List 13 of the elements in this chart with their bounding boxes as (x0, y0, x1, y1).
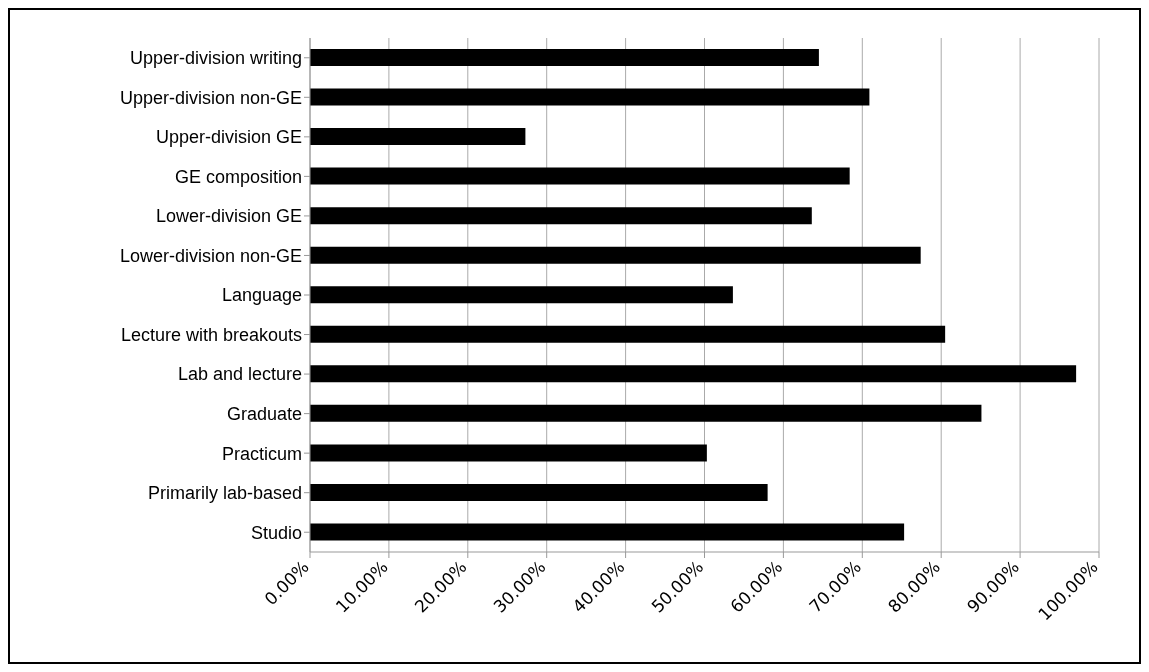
y-tick-label: Studio (250, 522, 302, 543)
y-tick-label: Lecture with breakouts (120, 324, 302, 345)
y-tick-label: Practicum (221, 443, 302, 464)
y-tick-label: Primarily lab-based (147, 483, 302, 504)
y-tick-label: Upper-division GE (155, 127, 302, 148)
y-tick-label: Language (221, 285, 302, 306)
y-tick-label: Graduate (226, 404, 302, 425)
y-tick-label: GE composition (174, 166, 302, 187)
y-tick-label: Upper-division writing (129, 48, 302, 69)
y-tick-label: Lower-division non-GE (119, 245, 302, 266)
y-tick-label: Upper-division non-GE (119, 87, 302, 108)
y-tick-label: Lab and lecture (177, 364, 302, 385)
y-tick-label: Lower-division GE (155, 206, 302, 227)
